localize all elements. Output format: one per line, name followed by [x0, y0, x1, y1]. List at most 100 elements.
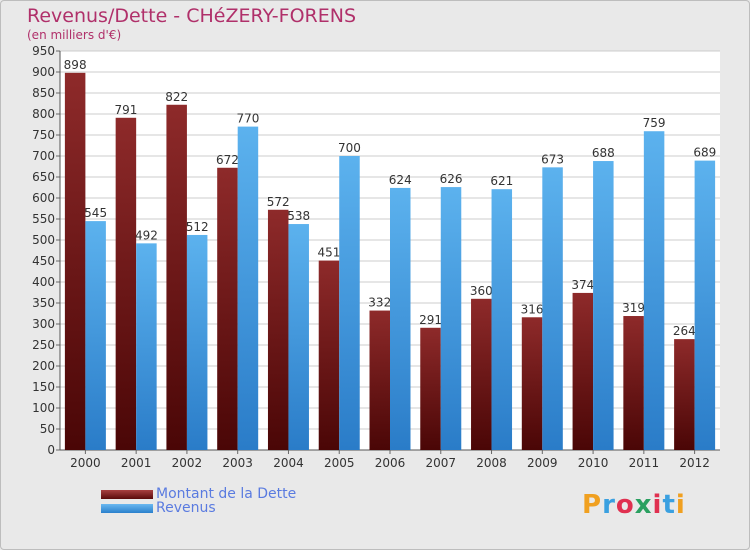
y-tick-label: 950: [32, 44, 55, 58]
bar-dette: [217, 167, 238, 450]
logo-letter: o: [615, 490, 635, 520]
y-tick-label: 350: [32, 296, 55, 310]
data-label: 700: [338, 141, 361, 155]
legend-item-revenus: Revenus: [101, 500, 216, 516]
logo-letter: i: [652, 490, 663, 520]
data-label: 672: [216, 153, 239, 167]
bar-dette: [471, 298, 492, 450]
bar-dette: [64, 72, 86, 450]
legend-item-dette: Montant de la Dette: [101, 486, 297, 502]
bar-revenus: [136, 243, 157, 450]
data-label: 621: [490, 174, 513, 188]
bar-revenus: [491, 189, 513, 450]
data-label: 545: [84, 206, 107, 220]
bar-dette: [267, 209, 289, 450]
chart-title: Revenus/Dette - CHéZERY-FORENS: [27, 5, 357, 27]
data-label: 626: [440, 172, 463, 186]
bar-revenus: [339, 156, 360, 450]
bar-dette: [420, 327, 441, 450]
bar-dette: [318, 260, 340, 450]
y-tick-label: 750: [32, 128, 55, 142]
data-label: 538: [287, 209, 310, 223]
data-label: 374: [571, 278, 594, 292]
y-tick-label: 150: [32, 380, 55, 394]
bar-revenus: [237, 126, 259, 450]
y-tick-label: 400: [32, 275, 55, 289]
bar-revenus: [186, 234, 208, 450]
data-label: 572: [267, 195, 290, 209]
bar-revenus: [288, 224, 309, 450]
x-tick-label: 2001: [121, 456, 152, 470]
bar-dette: [166, 104, 187, 450]
legend-label-dette: Montant de la Dette: [156, 486, 297, 502]
x-tick-label: 2009: [527, 456, 558, 470]
bar-revenus: [440, 187, 462, 450]
logo-letter: t: [662, 490, 676, 520]
bar-dette: [572, 292, 594, 450]
bar-dette: [521, 317, 543, 450]
data-label: 689: [693, 146, 716, 160]
data-label: 332: [368, 296, 391, 310]
logo-letter: P: [582, 490, 603, 520]
bar-revenus: [390, 187, 411, 451]
y-tick-label: 0: [47, 443, 55, 457]
bar-revenus: [593, 161, 614, 451]
y-tick-label: 250: [32, 338, 55, 352]
bar-revenus: [542, 167, 563, 450]
y-tick-label: 300: [32, 317, 55, 331]
bar-dette: [674, 339, 695, 450]
y-tick-label: 900: [32, 65, 55, 79]
x-tick-label: 2007: [425, 456, 456, 470]
bar-dette: [623, 316, 644, 450]
y-tick-label: 850: [32, 86, 55, 100]
y-tick-label: 650: [32, 170, 55, 184]
x-tick-label: 2005: [324, 456, 355, 470]
logo-letter: x: [634, 490, 653, 520]
data-label: 492: [135, 228, 158, 242]
data-label: 822: [165, 90, 188, 104]
bar-revenus: [85, 221, 106, 450]
y-tick-label: 450: [32, 254, 55, 268]
y-tick-label: 500: [32, 233, 55, 247]
data-label: 291: [419, 313, 442, 327]
x-tick-label: 2002: [172, 456, 203, 470]
x-tick-label: 2000: [70, 456, 101, 470]
y-tick-label: 550: [32, 212, 55, 226]
bar-dette: [369, 310, 390, 450]
data-label: 512: [186, 220, 209, 234]
data-label: 316: [521, 302, 544, 316]
x-tick-label: 2010: [578, 456, 609, 470]
data-label: 264: [673, 324, 696, 338]
y-tick-label: 50: [40, 422, 55, 436]
y-tick-label: 700: [32, 149, 55, 163]
data-label: 898: [64, 58, 87, 72]
y-tick-label: 600: [32, 191, 55, 205]
x-tick-label: 2012: [679, 456, 710, 470]
x-tick-label: 2004: [273, 456, 304, 470]
legend-swatch-revenus: [101, 503, 153, 513]
data-label: 688: [592, 146, 615, 160]
data-label: 360: [470, 284, 493, 298]
data-label: 673: [541, 152, 564, 166]
x-tick-label: 2011: [629, 456, 660, 470]
bar-dette: [115, 117, 137, 450]
legend-swatch-dette: [101, 489, 153, 499]
bar-revenus: [643, 131, 665, 450]
data-label: 624: [389, 173, 412, 187]
data-label: 451: [318, 246, 341, 260]
legend-label-revenus: Revenus: [156, 500, 216, 516]
logo-letter: r: [602, 490, 616, 520]
proxiti-logo: Proxiti: [582, 490, 686, 520]
data-label: 791: [114, 103, 137, 117]
y-tick-label: 200: [32, 359, 55, 373]
x-tick-label: 2006: [375, 456, 406, 470]
y-tick-label: 100: [32, 401, 55, 415]
chart-subtitle: (en milliers d'€): [27, 28, 122, 42]
bar-revenus: [694, 160, 716, 450]
data-label: 319: [622, 301, 645, 315]
x-tick-label: 2008: [476, 456, 507, 470]
data-label: 759: [643, 116, 666, 130]
logo-letter: i: [675, 490, 686, 520]
x-tick-label: 2003: [222, 456, 253, 470]
